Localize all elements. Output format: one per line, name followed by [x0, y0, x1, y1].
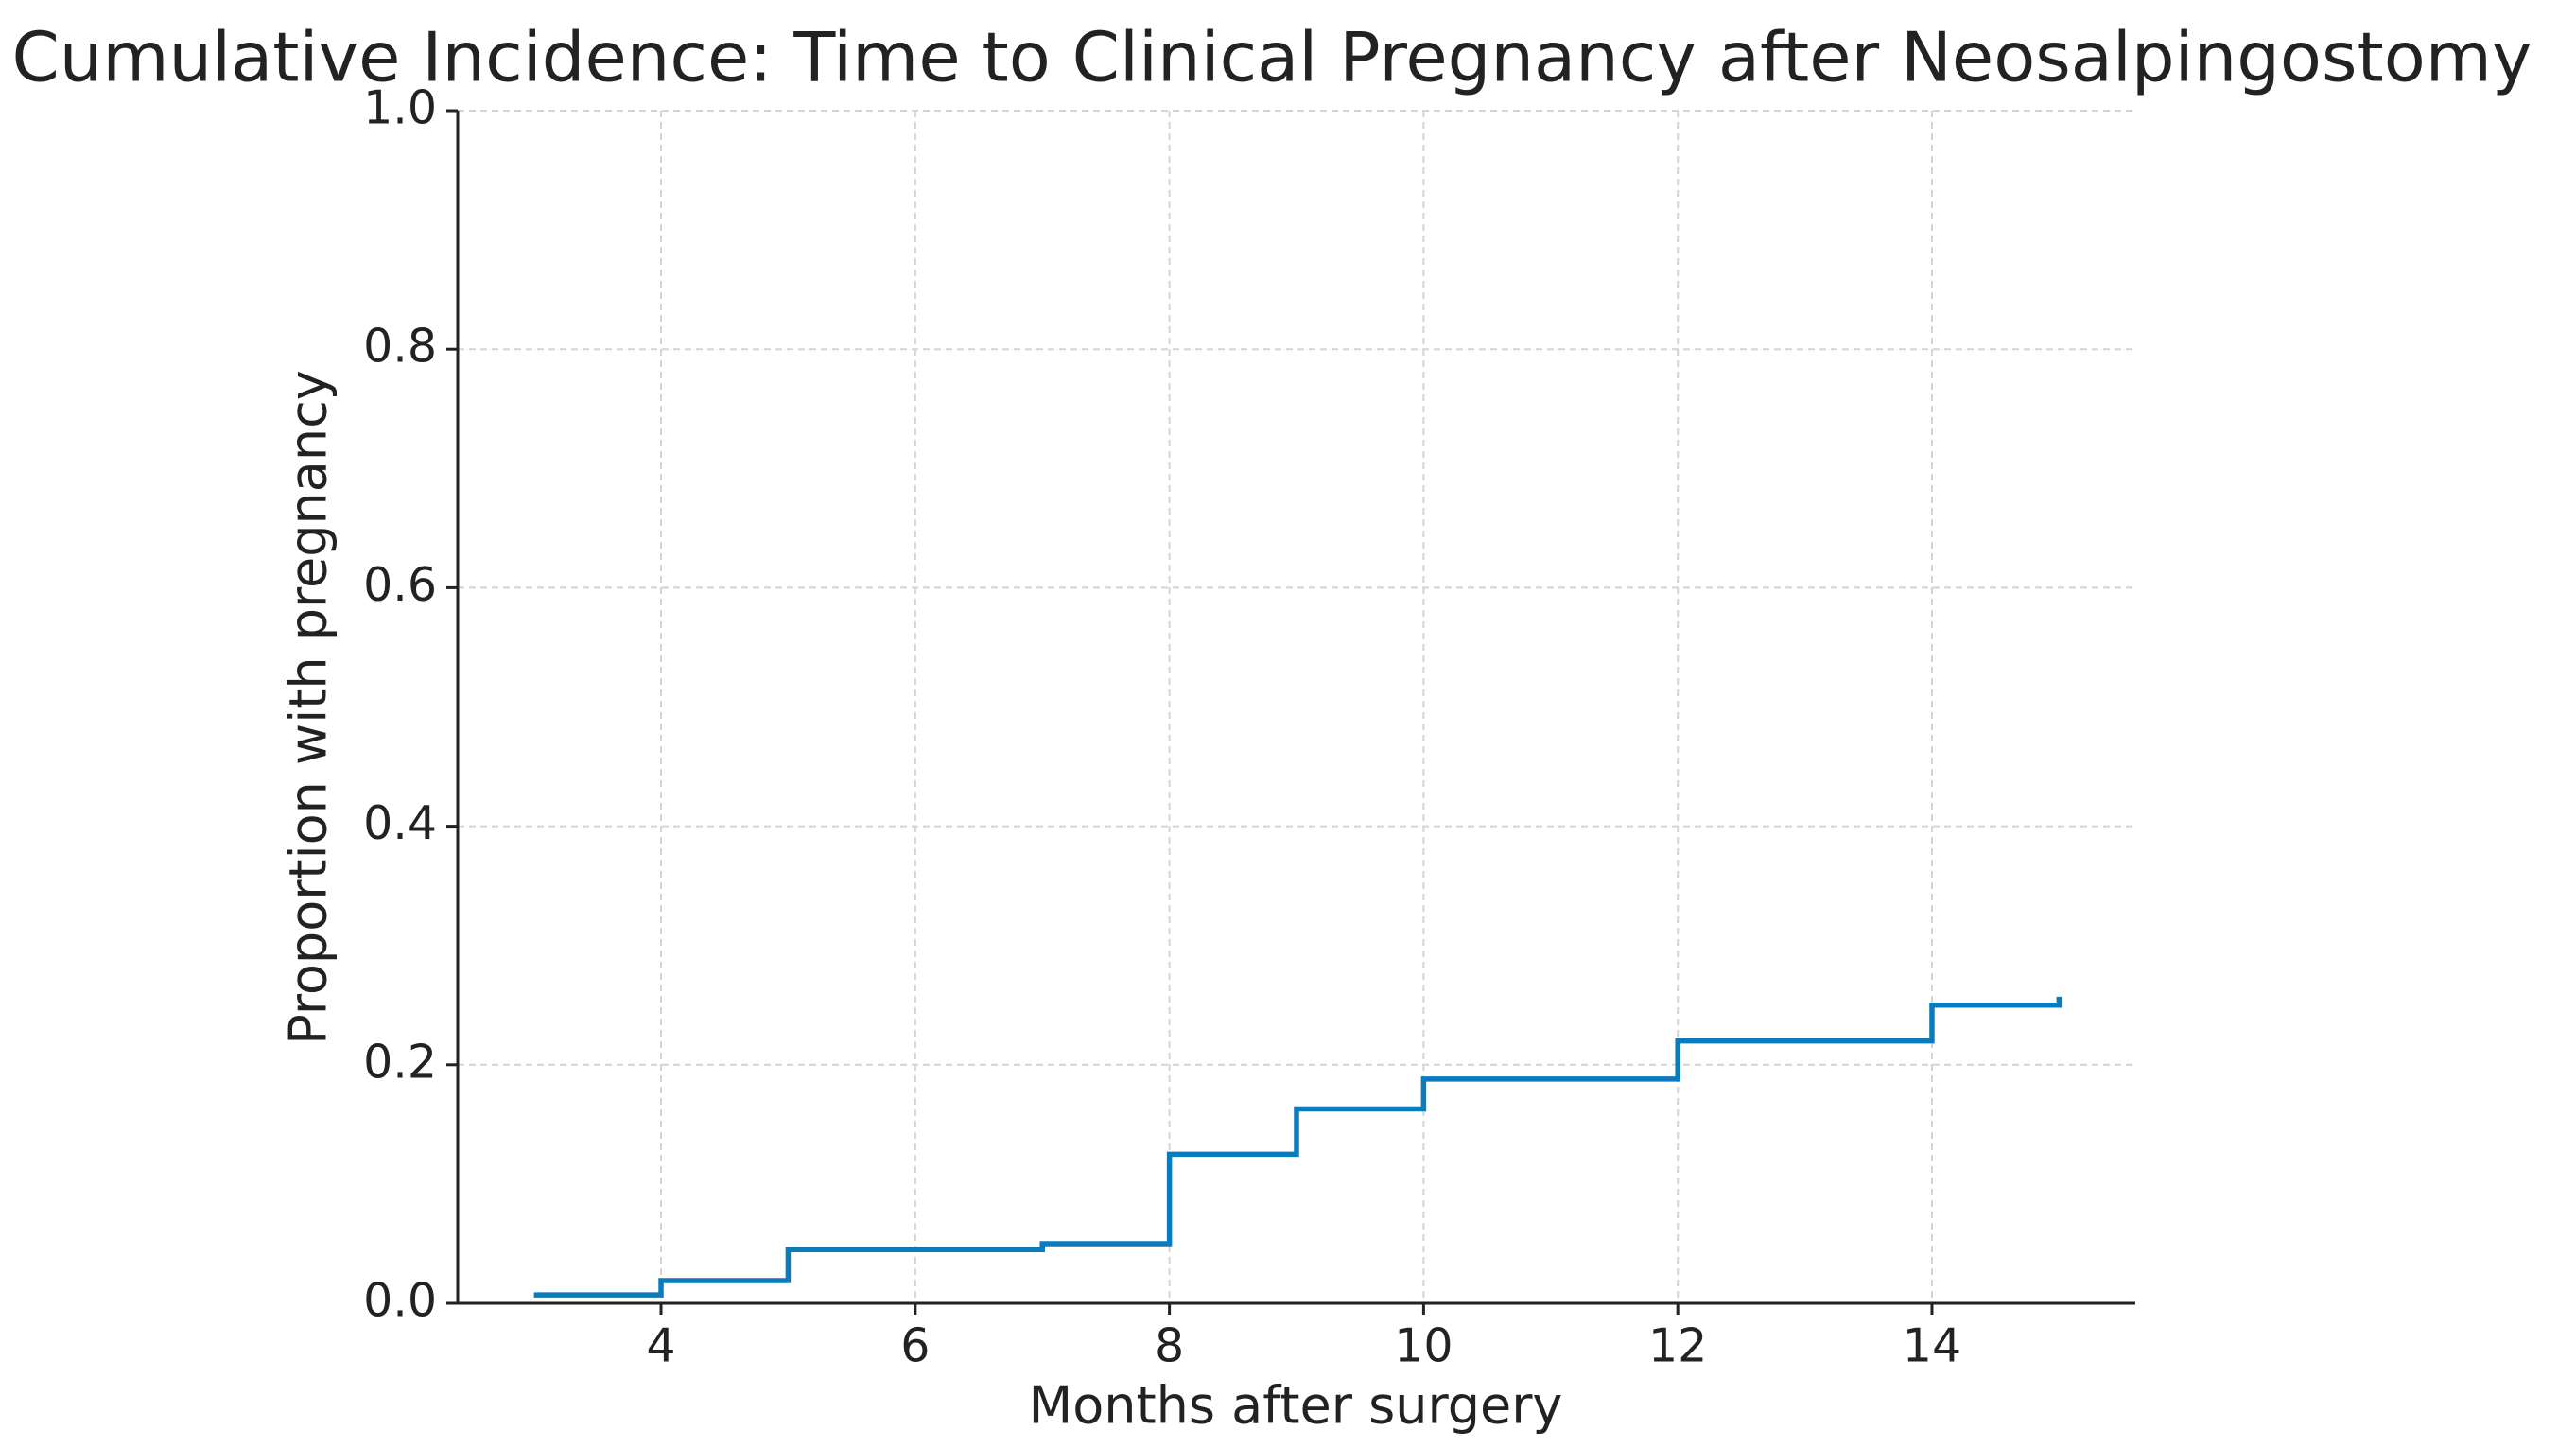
x-axis-label: Months after surgery: [1029, 1376, 1563, 1436]
y-tick-label: 0.2: [363, 1035, 437, 1089]
x-tick-label: 8: [1155, 1319, 1184, 1373]
y-tick-label: 0.0: [363, 1274, 437, 1328]
x-tick-label: 12: [1648, 1319, 1707, 1373]
x-tick-label: 14: [1903, 1319, 1961, 1373]
y-tick-label: 0.4: [363, 796, 437, 850]
chart-title: Cumulative Incidence: Time to Clinical P…: [11, 18, 2532, 97]
x-tick-label: 6: [900, 1319, 930, 1373]
y-tick-label: 0.6: [363, 558, 437, 612]
y-tick-label: 1.0: [363, 81, 437, 135]
x-tick-label: 10: [1394, 1319, 1453, 1373]
step-line: [533, 996, 2063, 1298]
x-tick-label: 4: [646, 1319, 675, 1373]
y-axis-label: Proportion with pregnancy: [279, 370, 339, 1045]
y-tick-label: 0.8: [363, 320, 437, 374]
